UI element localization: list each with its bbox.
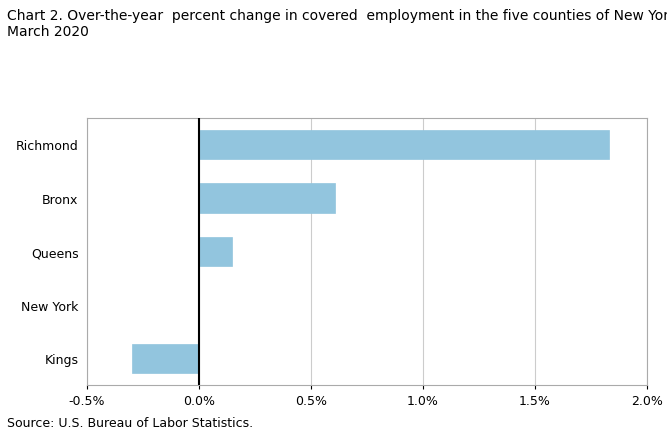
Bar [199,237,232,267]
Bar [199,184,336,213]
Text: Source: U.S. Bureau of Labor Statistics.: Source: U.S. Bureau of Labor Statistics. [7,416,253,429]
Bar [199,131,609,160]
Text: Chart 2. Over-the-year  percent change in covered  employment in the five counti: Chart 2. Over-the-year percent change in… [7,9,667,39]
Bar [131,344,199,373]
